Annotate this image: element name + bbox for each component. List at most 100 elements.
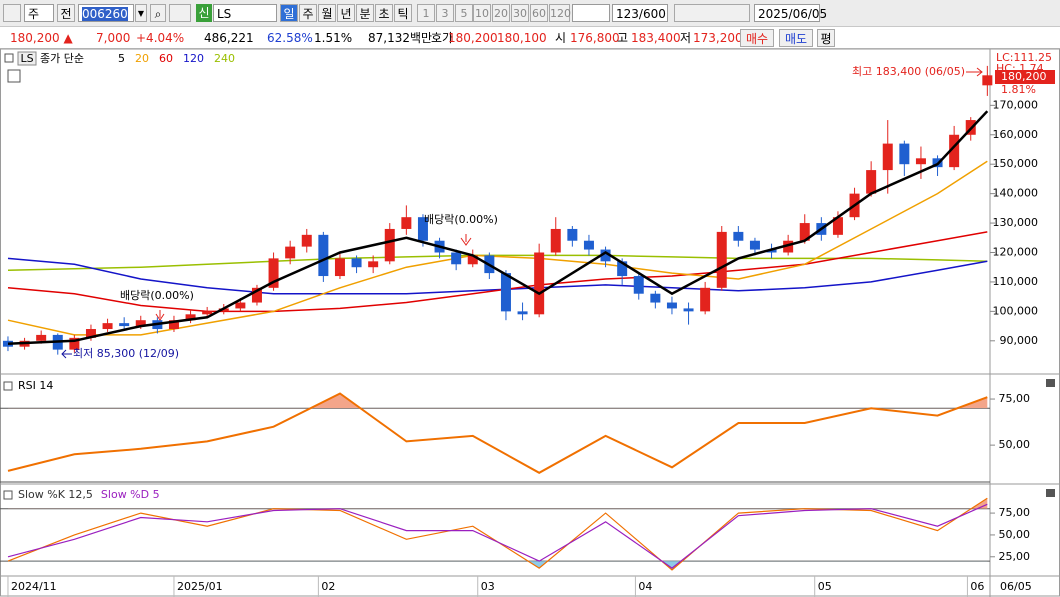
candle-body: [185, 314, 196, 321]
panel-icon[interactable]: [3, 490, 13, 500]
candle-body: [517, 311, 528, 315]
price: 180,200 ▲: [10, 31, 73, 45]
candle-body: [666, 302, 677, 309]
candle-body: [915, 158, 926, 165]
candle-body: [716, 231, 727, 288]
dropdown[interactable]: ▼: [135, 4, 147, 22]
panel-icon[interactable]: [3, 381, 13, 391]
open: 176,800: [570, 31, 620, 45]
y-tick-label: 75,00: [999, 506, 1031, 519]
count-box[interactable]: 123/600: [612, 4, 668, 22]
annotation-arrow: [966, 67, 983, 77]
close-panel[interactable]: [1046, 489, 1055, 497]
candle-body: [583, 240, 594, 250]
open-label: 시: [555, 31, 567, 45]
interval-select[interactable]: [572, 4, 610, 22]
x-tick-label: 06/05: [1000, 580, 1032, 593]
interval-button[interactable]: 3: [436, 4, 454, 22]
candle-body: [832, 217, 843, 235]
candle-body: [700, 287, 711, 312]
interval-button[interactable]: 120: [549, 4, 571, 22]
ask-label: 호가: [431, 31, 454, 45]
candle-body: [384, 228, 395, 262]
candle-body: [119, 323, 130, 327]
search-icon[interactable]: ⌕: [150, 4, 166, 22]
high-label: 고: [617, 31, 629, 45]
y-tick-label: 100,000: [993, 304, 1039, 317]
period-button[interactable]: 일: [280, 4, 298, 22]
candle-body: [799, 223, 810, 241]
ask: 180,200: [448, 31, 498, 45]
candle-body: [135, 320, 146, 327]
candle-body: [600, 249, 611, 262]
interval-button[interactable]: 20: [492, 4, 510, 22]
rate: +4.04%: [136, 31, 185, 45]
stoch-line: [7, 503, 988, 569]
name-input[interactable]: LS: [213, 4, 277, 22]
candle-body: [650, 293, 661, 303]
tool-icons[interactable]: [674, 4, 750, 22]
candle-body: [268, 258, 279, 288]
interval-button[interactable]: 30: [511, 4, 529, 22]
candle-body: [102, 323, 113, 330]
code-input[interactable]: 006260: [78, 4, 134, 22]
x-tick-label: 2024/11: [11, 580, 57, 593]
sound-icon[interactable]: [169, 4, 191, 22]
interval-button[interactable]: 5: [455, 4, 473, 22]
period-button[interactable]: 년: [337, 4, 355, 22]
rsi-line: [7, 392, 988, 474]
candle-body: [318, 234, 329, 277]
rsi-title: RSI 14: [18, 379, 53, 392]
sell-button[interactable]: 매도: [779, 29, 813, 47]
y-tick-label: 170,000: [993, 98, 1039, 111]
legend-entry: Slow %K 12,5: [18, 488, 93, 501]
menu-icon[interactable]: [3, 4, 21, 22]
code-text: 006260: [82, 7, 128, 21]
high: 183,400: [631, 31, 681, 45]
candle-body: [368, 261, 379, 268]
ma-title: 종가 단순: [40, 52, 84, 65]
change: 7,000: [96, 31, 131, 45]
interval-button[interactable]: 10: [473, 4, 491, 22]
candle-body: [218, 308, 229, 312]
candle-body: [882, 143, 893, 171]
y-tick-label: 160,000: [993, 128, 1039, 141]
y-tick-label: 130,000: [993, 216, 1039, 229]
y-tick-label: 50,00: [999, 528, 1031, 541]
annotation-arrow: [155, 310, 165, 321]
candle-body: [783, 240, 794, 253]
change-tag: 1.81%: [1001, 83, 1036, 96]
period-button[interactable]: 주: [299, 4, 317, 22]
kind-button[interactable]: 전: [57, 4, 75, 22]
buy-button[interactable]: 매수: [740, 29, 774, 47]
interval-button[interactable]: 60: [530, 4, 548, 22]
interval-button[interactable]: 1: [417, 4, 435, 22]
annotation: 최저 85,300 (12/09): [73, 347, 179, 360]
market-select[interactable]: 주: [24, 4, 54, 22]
period-button[interactable]: 월: [318, 4, 336, 22]
candle-body: [351, 258, 362, 268]
period-button[interactable]: 초: [375, 4, 393, 22]
period-button[interactable]: 분: [356, 4, 374, 22]
avg-button[interactable]: 평: [817, 29, 835, 47]
panel-icon[interactable]: [4, 53, 14, 63]
close-panel[interactable]: [1046, 379, 1055, 387]
y-tick-label: 140,000: [993, 187, 1039, 200]
period-button[interactable]: 틱: [394, 4, 412, 22]
x-tick-label: 06: [970, 580, 984, 593]
candle-body: [899, 143, 910, 165]
volume: 486,221: [204, 31, 254, 45]
low: 173,200: [693, 31, 743, 45]
ma-line: [7, 110, 989, 345]
candle-body: [982, 75, 993, 86]
candle-body: [202, 311, 213, 315]
candle-body: [235, 302, 246, 309]
grid-icon[interactable]: [7, 69, 21, 83]
candle-body: [567, 228, 578, 241]
bid: 180,100: [497, 31, 547, 45]
chart-title: LS: [20, 52, 33, 65]
x-tick-label: 04: [638, 580, 652, 593]
volume-ratio: 62.58%: [267, 31, 313, 45]
low-label: 저: [680, 31, 692, 45]
date-input[interactable]: 2025/06/05: [754, 4, 827, 22]
